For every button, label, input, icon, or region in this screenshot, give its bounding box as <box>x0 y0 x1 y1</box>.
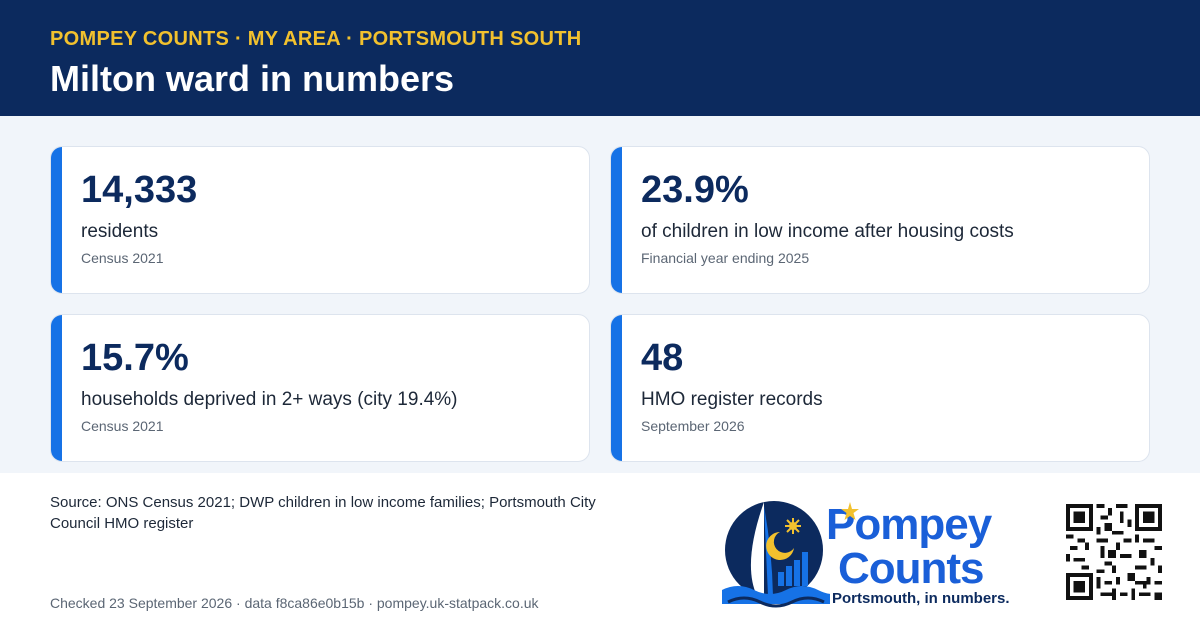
page-title: Milton ward in numbers <box>50 58 455 99</box>
stat-card-hmo: 48 HMO register records September 2026 <box>610 314 1150 462</box>
spinnaker-tower-star-crescent-icon <box>722 501 840 608</box>
card-accent-bar <box>611 315 622 461</box>
stat-label: HMO register records <box>641 389 823 410</box>
header-banner: POMPEY COUNTS · MY AREA · PORTSMOUTH SOU… <box>0 0 1200 116</box>
stat-source: Financial year ending 2025 <box>641 250 810 266</box>
stat-source: Census 2021 <box>81 418 164 434</box>
stat-label: households deprived in 2+ ways (city 19.… <box>81 389 458 410</box>
card-accent-bar <box>51 147 62 293</box>
stat-label: residents <box>81 221 159 242</box>
stat-label: of children in low income after housing … <box>641 221 1014 242</box>
stat-source: September 2026 <box>641 418 745 434</box>
breadcrumb: POMPEY COUNTS · MY AREA · PORTSMOUTH SOU… <box>50 28 582 50</box>
card-accent-bar <box>51 315 62 461</box>
stat-card-deprivation: 15.7% households deprived in 2+ ways (ci… <box>50 314 590 462</box>
qr-code-icon <box>1066 504 1162 600</box>
stats-panel: 14,333 residents Census 2021 23.9% of ch… <box>0 116 1200 473</box>
stat-value: 23.9% <box>641 169 749 211</box>
logo-word-pompey: Pompey <box>826 500 992 549</box>
star-icon <box>841 502 859 520</box>
checked-date-line: Checked 23 September 2026 · data f8ca86e… <box>50 595 539 611</box>
logo-tagline: Portsmouth, in numbers. <box>832 590 1010 607</box>
stat-card-residents: 14,333 residents Census 2021 <box>50 146 590 294</box>
card-accent-bar <box>611 147 622 293</box>
stat-value: 15.7% <box>81 337 189 379</box>
source-note: Source: ONS Census 2021; DWP children in… <box>50 494 596 532</box>
stat-card-child-poverty: 23.9% of children in low income after ho… <box>610 146 1150 294</box>
stat-value: 48 <box>641 337 684 379</box>
logo-word-counts: Counts <box>838 544 985 593</box>
pompey-counts-logo: Pompey Counts Portsmouth, in numbers. <box>720 492 1040 614</box>
stat-value: 14,333 <box>81 169 198 211</box>
stat-source: Census 2021 <box>81 250 164 266</box>
